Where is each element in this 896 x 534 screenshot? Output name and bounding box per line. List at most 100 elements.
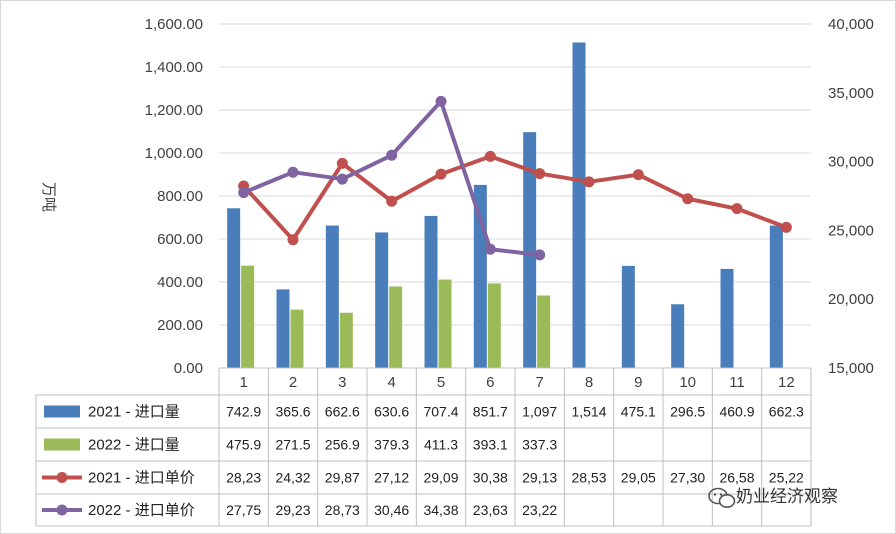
line-2-point	[386, 149, 398, 161]
y2-tick-label: 40,000	[828, 16, 874, 33]
data-label-2-7: 337.3	[522, 437, 557, 453]
x-tick-label: 4	[387, 374, 395, 391]
x-tick-label: 10	[679, 374, 696, 391]
bar-1-1	[227, 208, 241, 368]
x-tick-label: 9	[634, 374, 642, 391]
data-label-1-8: 1,514	[571, 404, 606, 420]
line-1-point	[632, 169, 644, 181]
y-tick-label: 800.00	[157, 188, 203, 205]
data-label-2-4: 379.3	[374, 437, 409, 453]
line-1-point	[435, 168, 447, 180]
line-1	[242, 154, 788, 242]
bar-2-1	[241, 265, 255, 368]
y-tick-label: 400.00	[157, 274, 203, 291]
line-1-point	[780, 221, 792, 233]
legend-label-2: 2022 - 进口量	[88, 437, 180, 454]
y-tick-label: 1,600.00	[145, 16, 203, 33]
bar-1-4	[375, 232, 389, 368]
bar-1-12	[769, 225, 783, 368]
bar-2-6	[487, 283, 501, 368]
line-1-point	[484, 150, 496, 162]
legend-key-1	[44, 405, 80, 418]
data-label-4-5: 34,38	[423, 502, 458, 518]
bar-1-3	[325, 225, 339, 368]
y2-tick-label: 25,000	[828, 222, 874, 239]
bar-1-9	[621, 265, 635, 368]
line-series	[238, 95, 792, 261]
data-label-1-2: 365.6	[275, 404, 310, 420]
legend-label-1: 2021 - 进口量	[88, 404, 180, 421]
bar-1-8	[572, 42, 586, 369]
bar-1-5	[424, 215, 438, 368]
line-1-point	[682, 193, 694, 205]
data-label-1-1: 742.9	[226, 404, 261, 420]
data-label-1-9: 475.1	[621, 404, 656, 420]
data-label-2-6: 393.1	[473, 437, 508, 453]
data-label-1-4: 630.6	[374, 404, 409, 420]
data-label-4-4: 30,46	[374, 502, 409, 518]
y-tick-label: 200.00	[157, 317, 203, 334]
line-1-point	[287, 234, 299, 246]
data-label-4-3: 28,73	[325, 502, 360, 518]
data-label-3-8: 28,53	[571, 470, 606, 486]
bar-2-2	[290, 309, 304, 368]
data-label-3-12: 25,22	[769, 470, 804, 486]
line-2-point	[435, 95, 447, 107]
data-label-3-5: 29,09	[423, 470, 458, 486]
x-tick-label: 8	[585, 374, 593, 391]
data-label-2-3: 256.9	[325, 437, 360, 453]
data-label-3-6: 30,38	[473, 470, 508, 486]
bar-1-7	[523, 132, 537, 368]
x-tick-label: 5	[437, 374, 445, 391]
y-tick-label: 1,400.00	[145, 59, 203, 76]
bar-1-2	[276, 289, 290, 368]
data-label-1-12: 662.3	[769, 404, 804, 420]
bar-2-5	[438, 279, 452, 368]
y-tick-label: 1,200.00	[145, 102, 203, 119]
bar-2-4	[389, 286, 403, 368]
bar-1-10	[671, 304, 685, 368]
bar-2-7	[537, 295, 551, 368]
bar-series	[227, 42, 783, 369]
line-1-point	[336, 157, 348, 169]
data-label-4-7: 23,22	[522, 502, 557, 518]
x-tick-label: 1	[239, 374, 247, 391]
gridlines	[219, 23, 811, 326]
watermark-text: 奶业经济观察	[736, 487, 838, 507]
legend-label-3: 2021 - 进口单价	[88, 470, 195, 487]
x-tick-label: 2	[289, 374, 297, 391]
line-1-point	[731, 203, 743, 215]
data-label-3-7: 29,13	[522, 470, 557, 486]
x-tick-label: 6	[486, 374, 494, 391]
data-label-2-2: 271.5	[275, 437, 310, 453]
legend-key-marker-4	[56, 504, 68, 516]
y-tick-label: 0.00	[174, 360, 203, 377]
y2-tick-label: 35,000	[828, 85, 874, 102]
legend-key-2	[44, 438, 80, 451]
data-label-3-2: 24,32	[275, 470, 310, 486]
x-tick-label: 3	[338, 374, 346, 391]
data-label-3-1: 28,23	[226, 470, 261, 486]
y-tick-label: 600.00	[157, 231, 203, 248]
line-1-point	[583, 176, 595, 188]
data-label-4-1: 27,75	[226, 502, 261, 518]
data-label-4-6: 23,63	[473, 502, 508, 518]
line-2-point	[287, 166, 299, 178]
data-label-3-3: 29,87	[325, 470, 360, 486]
data-label-1-6: 851.7	[473, 404, 508, 420]
data-label-1-5: 707.4	[423, 404, 458, 420]
x-tick-label: 12	[778, 374, 795, 391]
bar-2-3	[339, 312, 353, 368]
x-tick-label: 7	[535, 374, 543, 391]
y2-tick-label: 30,000	[828, 154, 874, 171]
line-1-point	[534, 168, 546, 180]
data-label-1-10: 296.5	[670, 404, 705, 420]
line-2-point	[336, 173, 348, 185]
data-label-3-9: 29,05	[621, 470, 656, 486]
data-label-3-11: 26,58	[719, 470, 754, 486]
wechat-icon	[708, 487, 736, 508]
y-tick-label: 1,000.00	[145, 145, 203, 162]
data-label-3-4: 27,12	[374, 470, 409, 486]
